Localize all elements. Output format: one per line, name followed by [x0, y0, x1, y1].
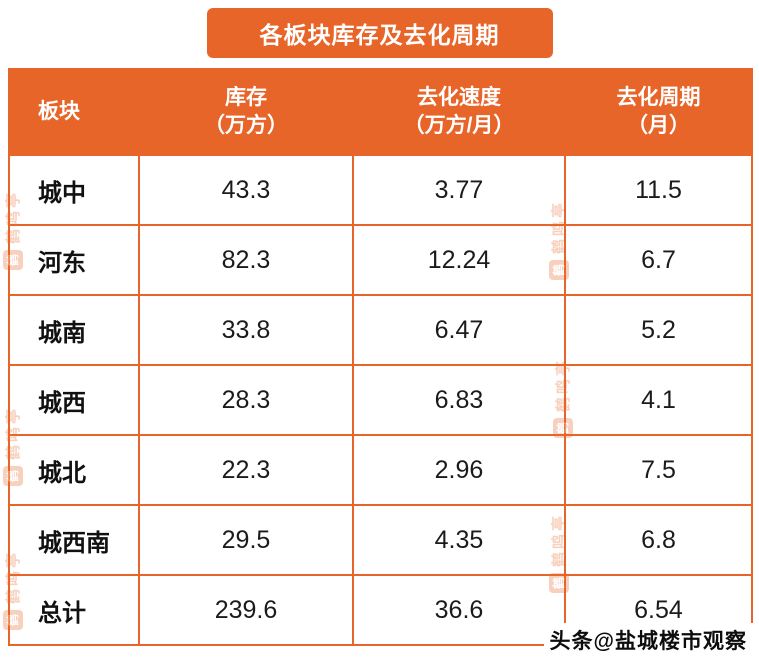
header-cell-speed: 去化速度 （万方/月）	[352, 68, 566, 156]
table-cell: 33.8	[138, 294, 354, 366]
table-cell: 22.3	[138, 434, 354, 506]
table-row: 河东 82.3 12.24 6.7	[8, 224, 753, 296]
table-cell: 3.77	[352, 154, 566, 226]
table-row: 城西南 29.5 4.35 6.8	[8, 504, 753, 576]
table-cell: 7.5	[564, 434, 753, 506]
sector-cell: 城南	[8, 294, 140, 366]
table-cell: 43.3	[138, 154, 354, 226]
header-cell-inventory: 库存 （万方）	[138, 68, 354, 156]
table-row: 城南 33.8 6.47 5.2	[8, 294, 753, 366]
header-row: 板块 库存 （万方） 去化速度 （万方/月） 去化周期 （月）	[8, 68, 753, 156]
inventory-table: 板块 库存 （万方） 去化速度 （万方/月） 去化周期 （月） 城中 43.3 …	[8, 68, 753, 646]
table-cell: 12.24	[352, 224, 566, 296]
source-credit: 头条@盐城楼市观察	[543, 623, 753, 657]
table-cell: 6.8	[564, 504, 753, 576]
table-row: 城西 28.3 6.83 4.1	[8, 364, 753, 436]
sector-cell: 城西	[8, 364, 140, 436]
page-title: 各板块库存及去化周期	[206, 8, 553, 58]
table-cell: 11.5	[564, 154, 753, 226]
table-cell: 239.6	[138, 574, 354, 646]
table-row-total: 总计 239.6 36.6 6.54	[8, 574, 753, 646]
header-cell-sector: 板块	[8, 68, 140, 156]
table-cell: 6.47	[352, 294, 566, 366]
table-cell: 5.2	[564, 294, 753, 366]
table-cell: 2.96	[352, 434, 566, 506]
sector-cell: 城中	[8, 154, 140, 226]
table-row: 城北 22.3 2.96 7.5	[8, 434, 753, 506]
table-cell: 6.83	[352, 364, 566, 436]
table-cell: 6.7	[564, 224, 753, 296]
sector-cell: 河东	[8, 224, 140, 296]
table-cell: 28.3	[138, 364, 354, 436]
sector-cell: 城西南	[8, 504, 140, 576]
table-cell: 29.5	[138, 504, 354, 576]
table-cell: 36.6	[352, 574, 566, 646]
table-row: 城中 43.3 3.77 11.5	[8, 154, 753, 226]
table-cell: 82.3	[138, 224, 354, 296]
sector-cell: 城北	[8, 434, 140, 506]
table-cell: 4.35	[352, 504, 566, 576]
header-cell-cycle: 去化周期 （月）	[564, 68, 753, 156]
sector-cell: 总计	[8, 574, 140, 646]
table-cell: 4.1	[564, 364, 753, 436]
